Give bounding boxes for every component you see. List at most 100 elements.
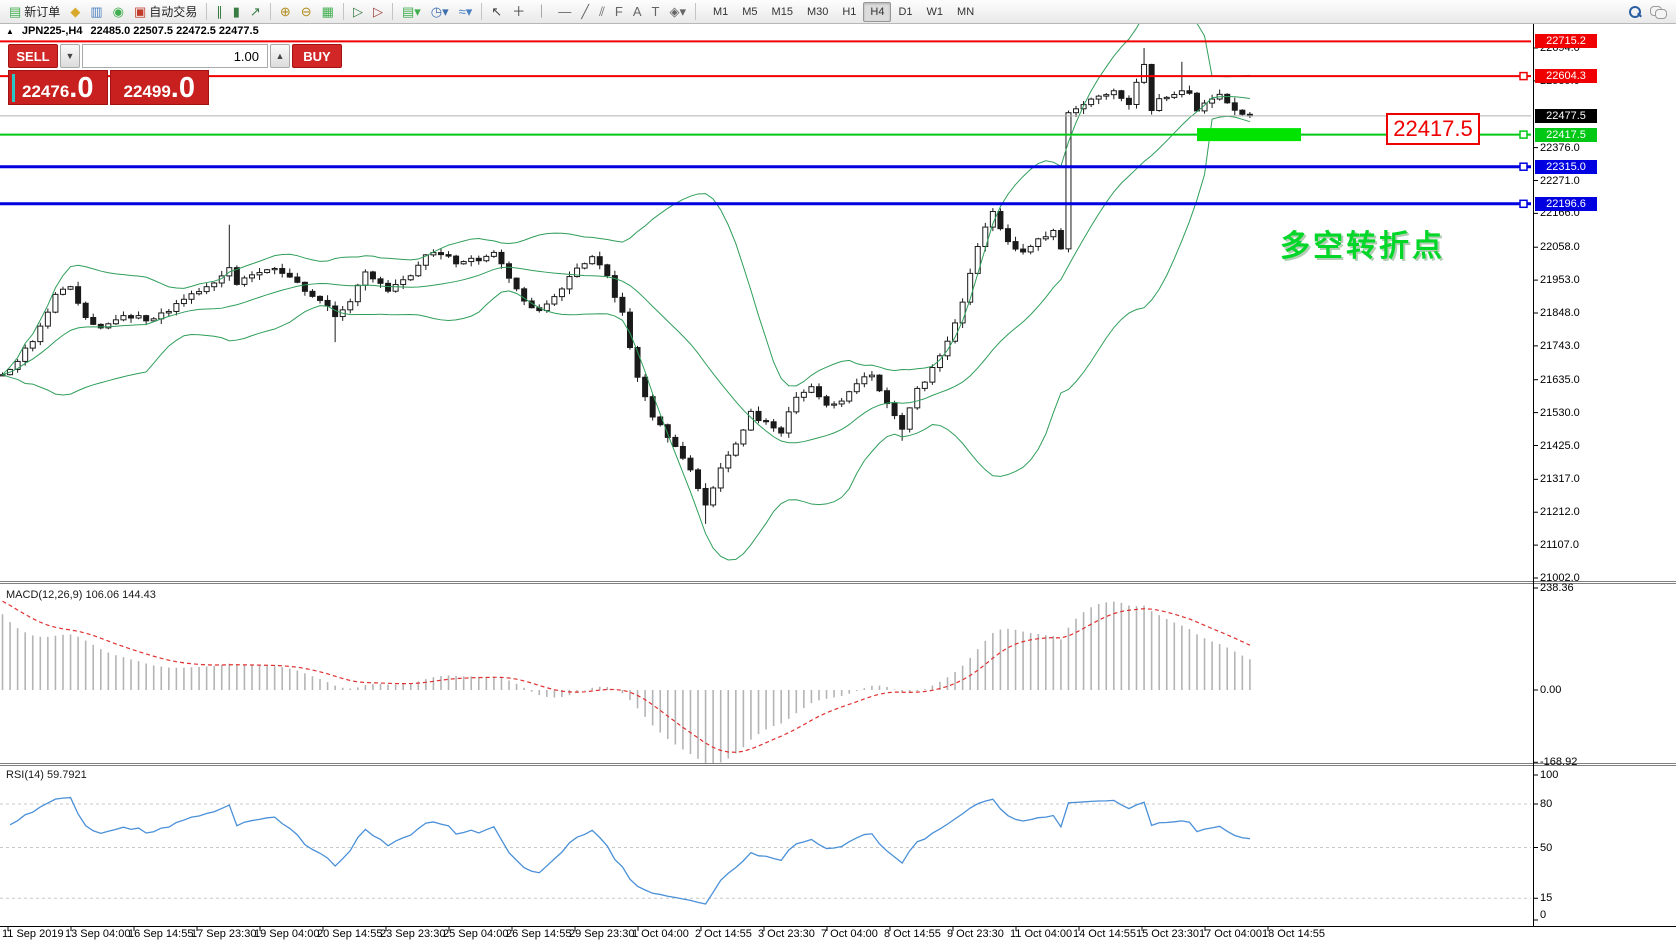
rsi-levels	[0, 803, 1531, 899]
time-axis-label: 1 Oct 04:00	[632, 928, 689, 940]
y-axis-tick: 22376.0	[1540, 141, 1580, 154]
chart-shift-icon: ▷	[372, 4, 383, 19]
candlesticks	[0, 48, 1253, 524]
trendline-button[interactable]: ╱	[576, 2, 594, 22]
horizontal-line-icon: —	[558, 4, 572, 19]
profiles-button[interactable]: ◆	[65, 2, 85, 22]
sell-price-decimal: .0	[69, 72, 94, 104]
equidistant-channel-button[interactable]: ⫽	[594, 2, 610, 22]
buy-price-decimal: .0	[170, 72, 195, 104]
buy-price-button[interactable]: 22499 .0	[109, 70, 209, 105]
y-axis-tick: 80	[1540, 798, 1553, 810]
y-axis-tick: 22271.0	[1540, 174, 1580, 187]
timeframe-m5[interactable]: M5	[742, 5, 758, 18]
volume-decrease-button[interactable]: ▼	[60, 44, 80, 68]
zoom-in-button[interactable]: ⊕	[275, 2, 296, 22]
bar-chart-icon: ∥	[216, 4, 223, 19]
signals-icon: ◉	[112, 4, 124, 19]
text-label-button[interactable]: T	[647, 2, 665, 22]
volume-increase-button[interactable]: ▲	[270, 44, 290, 68]
chart-shift-button[interactable]: ▷	[368, 2, 388, 22]
line-chart-button[interactable]: ↗	[245, 2, 266, 22]
time-axis-label: 13 Sep 04:00	[65, 928, 131, 940]
zoom-out-icon: ⊖	[300, 4, 312, 19]
buy-price-main: 22499	[123, 82, 171, 101]
collapse-arrow-icon[interactable]: ▲	[6, 26, 14, 36]
cursor-button[interactable]: ↖	[486, 2, 507, 22]
auto-scroll-button[interactable]: ▷	[348, 2, 368, 22]
toolbar-separator	[694, 3, 696, 20]
y-axis-tick: 21212.0	[1540, 506, 1580, 519]
chat-icon[interactable]	[1650, 5, 1667, 19]
new-order-label: 新订单	[24, 5, 61, 19]
hline-handle[interactable]	[1519, 71, 1528, 81]
timeframe-w1[interactable]: W1	[926, 5, 944, 18]
search-icon[interactable]	[1628, 5, 1642, 19]
time-axis-label: 9 Oct 23:30	[947, 928, 1004, 940]
horizontal-line-button[interactable]: —	[553, 2, 576, 22]
vertical-line-button[interactable]: ｜	[530, 2, 553, 22]
time-axis-label: 8 Oct 14:55	[884, 928, 941, 940]
buy-button[interactable]: BUY	[292, 44, 342, 68]
bar-chart-button[interactable]: ∥	[211, 2, 228, 22]
market-watch-button[interactable]: ▥	[85, 2, 107, 22]
fibonacci-button[interactable]: F	[610, 2, 628, 22]
autotrade-icon: ▣	[133, 4, 147, 19]
price-callout-box[interactable]: 22417.5	[1386, 113, 1480, 145]
symbol-title: JPN225-,H4	[21, 25, 83, 37]
period-menu-button[interactable]: ◷▾	[426, 2, 454, 22]
time-axis-label: 26 Sep 14:55	[506, 928, 572, 940]
text-button[interactable]: A	[628, 2, 647, 22]
price-line-label: 22477.5	[1535, 108, 1597, 123]
tile-windows-button[interactable]: ▦	[317, 2, 339, 22]
hline-handle[interactable]	[1519, 130, 1528, 139]
zoom-out-button[interactable]: ⊖	[296, 2, 317, 22]
zoom-in-icon: ⊕	[279, 4, 291, 19]
candlestick-chart-icon: ▮	[232, 4, 240, 19]
timeframe-h1[interactable]: H1	[842, 5, 857, 18]
candlestick-chart-button[interactable]: ▮	[228, 2, 245, 22]
arrows-menu-icon: ◈▾	[669, 4, 686, 19]
hline-handle[interactable]	[1519, 162, 1528, 171]
turning-point-annotation: 多空转折点	[1280, 230, 1445, 263]
crosshair-button[interactable]: ＋	[507, 2, 530, 22]
time-axis-label: 25 Sep 04:00	[443, 928, 509, 940]
sell-button[interactable]: SELL	[8, 44, 58, 68]
symbol-bar: ▲ JPN225-,H4 22485.0 22507.5 22472.5 224…	[6, 25, 259, 37]
timeframe-d1[interactable]: D1	[898, 5, 913, 18]
arrows-menu-button[interactable]: ◈▾	[664, 2, 691, 22]
price-line-label: 22417.5	[1535, 127, 1597, 142]
sell-price-button[interactable]: 22476 .0	[8, 70, 108, 105]
support-highlight-bar[interactable]	[1197, 128, 1301, 142]
timeframe-m1[interactable]: M1	[712, 5, 729, 18]
time-axis-label: 17 Sep 23:30	[191, 928, 257, 940]
y-axis-tick: 21317.0	[1540, 473, 1580, 486]
y-axis-tick: 238.36	[1540, 582, 1574, 594]
time-axis-label: 17 Oct 04:00	[1199, 928, 1262, 940]
panel-frame	[0, 24, 1676, 931]
y-axis-tick: 21953.0	[1540, 274, 1580, 287]
new-order-menu-button[interactable]: ▤▾	[397, 2, 426, 22]
timeframe-mn[interactable]: MN	[957, 5, 975, 18]
y-axis-tick: 21425.0	[1540, 439, 1580, 452]
signals-button[interactable]: ◉	[108, 2, 129, 22]
timeframe-h4[interactable]: H4	[863, 1, 892, 22]
new-order-menu-icon: ▤▾	[401, 4, 421, 19]
new-order-icon: ▤	[9, 4, 22, 19]
chart-canvas[interactable]	[0, 24, 1676, 947]
vertical-line-icon: ｜	[535, 4, 549, 19]
auto-scroll-icon: ▷	[352, 4, 363, 19]
indicators-menu-button[interactable]: ≈▾	[454, 2, 478, 22]
autotrade-button[interactable]: ▣ 自动交易	[129, 2, 202, 22]
y-axis-tick: 22058.0	[1540, 241, 1580, 254]
new-order-button[interactable]: ▤ 新订单	[4, 2, 65, 22]
timeframe-m15[interactable]: M15	[771, 5, 793, 18]
timeframe-m30[interactable]: M30	[806, 5, 829, 18]
hline-handle[interactable]	[1519, 199, 1528, 209]
equidistant-channel-icon: ⫽	[599, 4, 605, 19]
volume-input[interactable]	[82, 44, 268, 68]
symbol-ohlc: 22485.0 22507.5 22472.5 22477.5	[90, 25, 259, 37]
macd-label: MACD(12,26,9) 106.06 144.43	[6, 589, 156, 601]
time-axis-label: 20 Sep 14:55	[317, 928, 383, 940]
y-axis-tick: 21848.0	[1540, 307, 1580, 319]
